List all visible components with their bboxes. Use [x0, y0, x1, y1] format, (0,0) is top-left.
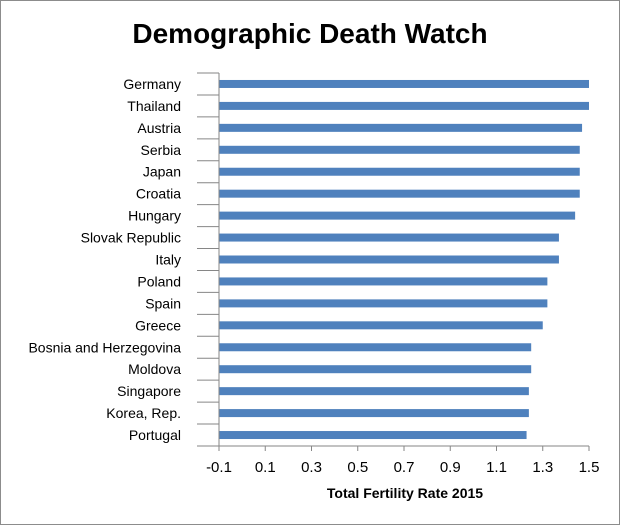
bar-6: [219, 211, 576, 220]
bar-7: [219, 233, 559, 242]
x-tick-label-5: 0.9: [440, 459, 461, 476]
category-label-10: Spain: [145, 295, 181, 311]
x-tick-label-1: 0.1: [255, 459, 276, 476]
bar-8: [219, 255, 559, 264]
chart-title: Demographic Death Watch: [132, 18, 487, 49]
x-tick-label-6: 1.1: [486, 459, 507, 476]
bar-0: [219, 79, 589, 88]
bar-11: [219, 321, 543, 330]
category-label-0: Germany: [123, 76, 181, 92]
category-label-3: Serbia: [141, 142, 182, 158]
category-label-16: Portugal: [129, 427, 181, 443]
category-label-5: Croatia: [136, 186, 181, 202]
category-label-1: Thailand: [127, 98, 181, 114]
bar-5: [219, 189, 580, 198]
x-tick-label-0: -0.1: [206, 459, 232, 476]
bar-2: [219, 123, 583, 132]
bar-12: [219, 343, 532, 352]
category-labels: Germany Thailand Austria Serbia Japan Croatia…: [28, 76, 181, 443]
bars-group: [219, 79, 589, 440]
category-label-2: Austria: [137, 120, 181, 136]
bar-9: [219, 277, 548, 286]
category-label-11: Greece: [135, 317, 181, 333]
bar-16: [219, 431, 527, 440]
category-label-9: Poland: [137, 273, 181, 289]
category-label-8: Italy: [155, 252, 181, 268]
category-label-4: Japan: [143, 164, 181, 180]
bar-13: [219, 365, 532, 374]
x-tick-label-3: 0.5: [347, 459, 368, 476]
tick-labels: -0.1 0.1 0.3 0.5 0.7 0.9 1.1 1.3 1.5: [206, 459, 599, 476]
bar-15: [219, 409, 529, 418]
x-tick-label-8: 1.5: [579, 459, 600, 476]
category-label-6: Hungary: [128, 208, 181, 224]
bar-4: [219, 167, 580, 176]
axes: [197, 72, 590, 451]
x-tick-label-2: 0.3: [301, 459, 322, 476]
bar-10: [219, 299, 548, 308]
bar-1: [219, 101, 589, 110]
category-label-13: Moldova: [128, 361, 181, 377]
bar-3: [219, 145, 580, 154]
category-label-15: Korea, Rep.: [106, 405, 181, 421]
x-tick-label-4: 0.7: [394, 459, 415, 476]
category-label-14: Singapore: [117, 383, 181, 399]
x-tick-label-7: 1.3: [532, 459, 553, 476]
x-axis-label: Total Fertility Rate 2015: [327, 485, 483, 501]
bar-14: [219, 387, 529, 396]
category-label-7: Slovak Republic: [81, 230, 181, 246]
category-label-12: Bosnia and Herzegovina: [28, 339, 181, 355]
